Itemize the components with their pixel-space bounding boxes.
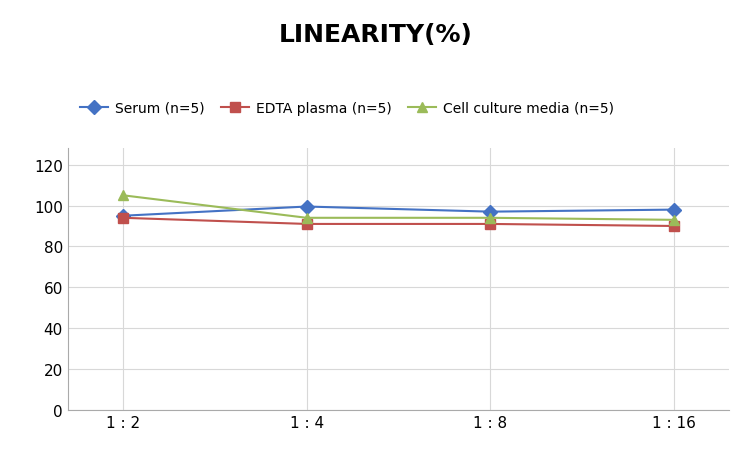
Text: LINEARITY(%): LINEARITY(%) bbox=[279, 23, 473, 46]
Serum (n=5) bbox=[118, 214, 127, 219]
Legend: Serum (n=5), EDTA plasma (n=5), Cell culture media (n=5): Serum (n=5), EDTA plasma (n=5), Cell cul… bbox=[74, 96, 620, 121]
EDTA plasma (n=5) bbox=[118, 216, 127, 221]
Cell culture media (n=5) bbox=[118, 193, 127, 198]
Line: Cell culture media (n=5): Cell culture media (n=5) bbox=[118, 191, 679, 225]
EDTA plasma (n=5) bbox=[670, 224, 679, 229]
Serum (n=5) bbox=[670, 207, 679, 213]
Line: Serum (n=5): Serum (n=5) bbox=[118, 202, 679, 221]
Serum (n=5) bbox=[302, 204, 311, 210]
Serum (n=5) bbox=[486, 209, 495, 215]
Cell culture media (n=5) bbox=[302, 216, 311, 221]
Line: EDTA plasma (n=5): EDTA plasma (n=5) bbox=[118, 213, 679, 231]
EDTA plasma (n=5) bbox=[302, 222, 311, 227]
Cell culture media (n=5) bbox=[486, 216, 495, 221]
Cell culture media (n=5) bbox=[670, 218, 679, 223]
EDTA plasma (n=5) bbox=[486, 222, 495, 227]
